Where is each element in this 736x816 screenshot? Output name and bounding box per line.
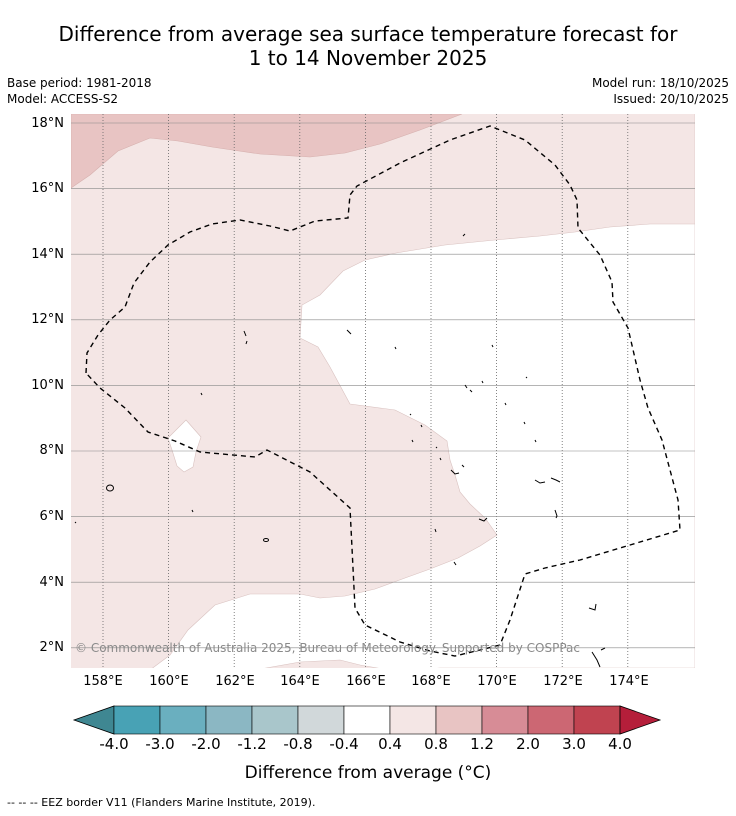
lat-label: 12°N bbox=[31, 312, 64, 327]
base-period: Base period: 1981-2018 bbox=[7, 76, 152, 90]
colorbar-bin bbox=[113, 705, 161, 735]
lon-label: 162°E bbox=[215, 674, 255, 689]
lat-label: 2°N bbox=[39, 640, 65, 655]
map-title-line1: Difference from average sea surface temp… bbox=[58, 22, 678, 46]
lon-label: 158°E bbox=[83, 674, 123, 689]
lat-label: 10°N bbox=[31, 378, 64, 393]
colorbar-label: -2.0 bbox=[191, 735, 221, 753]
colorbar-bin bbox=[527, 705, 575, 735]
colorbar-title: Difference from average (°C) bbox=[244, 763, 492, 783]
model-name: Model: ACCESS-S2 bbox=[7, 92, 119, 106]
colorbar-label: 3.0 bbox=[562, 735, 586, 753]
colorbar-label: -0.4 bbox=[329, 735, 359, 753]
lon-label: 166°E bbox=[346, 674, 386, 689]
lat-label: 6°N bbox=[39, 509, 65, 524]
colorbar-bin bbox=[573, 705, 621, 735]
colorbar-bin bbox=[297, 705, 345, 735]
colorbar-label: 0.4 bbox=[378, 735, 402, 753]
colorbar-bin bbox=[389, 705, 437, 735]
model-run: Model run: 18/10/2025 bbox=[591, 76, 729, 90]
colorbar-extend-high bbox=[619, 705, 662, 735]
lat-label: 16°N bbox=[31, 181, 64, 196]
colorbar-label: -4.0 bbox=[99, 735, 129, 753]
map-graticule bbox=[71, 114, 695, 668]
eez-legend-note: -- -- -- EEZ border V11 (Flanders Marine… bbox=[7, 796, 316, 809]
colorbar-label: 0.8 bbox=[424, 735, 448, 753]
eez-border bbox=[85, 125, 681, 657]
copyright-text: © Commonwealth of Australia 2025, Bureau… bbox=[75, 641, 580, 655]
lon-label: 174°E bbox=[609, 674, 649, 689]
meta-left: Base period: 1981-2018 Model: ACCESS-S2 bbox=[7, 75, 152, 107]
lon-label: 160°E bbox=[149, 674, 189, 689]
colorbar-label: 1.2 bbox=[470, 735, 494, 753]
lon-label: 164°E bbox=[280, 674, 320, 689]
colorbar-bin bbox=[343, 705, 391, 735]
colorbar-bin bbox=[159, 705, 207, 735]
colorbar-label: -0.8 bbox=[283, 735, 313, 753]
lat-label: 14°N bbox=[31, 247, 64, 262]
island-markers bbox=[74, 233, 606, 668]
lon-label: 172°E bbox=[543, 674, 583, 689]
colorbar-label: -3.0 bbox=[145, 735, 175, 753]
lat-label: 8°N bbox=[39, 443, 65, 458]
map-title: Difference from average sea surface temp… bbox=[0, 22, 736, 70]
colorbar-bin bbox=[481, 705, 529, 735]
colorbar-extend-low bbox=[72, 705, 115, 735]
meta-right: Model run: 18/10/2025 Issued: 20/10/2025 bbox=[592, 75, 729, 107]
issued-date: Issued: 20/10/2025 bbox=[613, 92, 729, 106]
colorbar-bin bbox=[251, 705, 299, 735]
colorbar-bin bbox=[435, 705, 483, 735]
colorbar-bin bbox=[205, 705, 253, 735]
colorbar-label: -1.2 bbox=[237, 735, 267, 753]
lon-label: 168°E bbox=[411, 674, 451, 689]
lon-label: 170°E bbox=[477, 674, 517, 689]
lat-label: 4°N bbox=[39, 575, 65, 590]
lat-label: 18°N bbox=[31, 116, 64, 131]
colorbar-label: 4.0 bbox=[608, 735, 632, 753]
colorbar-label: 2.0 bbox=[516, 735, 540, 753]
colorbar bbox=[72, 705, 662, 735]
map-title-line2: 1 to 14 November 2025 bbox=[248, 46, 488, 70]
anomaly-patch-west bbox=[167, 419, 202, 473]
